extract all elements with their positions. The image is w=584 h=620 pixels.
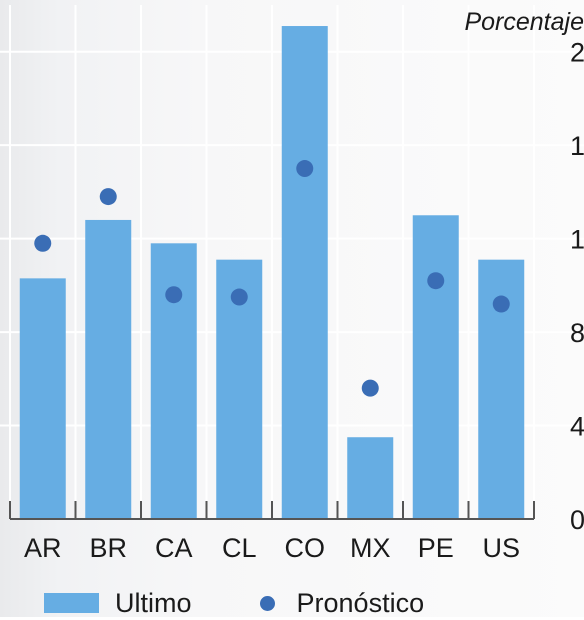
y-axis-unit-label: Porcentaje	[464, 8, 584, 36]
y-tick-label: 20	[570, 38, 584, 68]
y-tick-label: 0	[570, 505, 584, 535]
x-tick-label: CO	[285, 533, 326, 563]
x-tick-label: PE	[418, 533, 454, 563]
data-point	[230, 288, 248, 306]
y-tick-label: 16	[570, 131, 584, 161]
bar	[85, 219, 132, 520]
x-tick-label: US	[482, 533, 520, 563]
legend-label-dot: Pronóstico	[296, 587, 425, 618]
legend: Ultimo Pronóstico	[44, 586, 424, 620]
y-tick-label: 4	[570, 412, 584, 442]
data-point	[99, 188, 117, 206]
data-point	[492, 295, 510, 313]
bar	[150, 243, 197, 520]
data-point	[34, 234, 52, 252]
x-tick-label: CA	[155, 533, 193, 563]
bar	[347, 437, 394, 519]
data-point	[165, 286, 183, 304]
x-tick-label: MX	[350, 533, 391, 563]
x-tick-label: CL	[222, 533, 257, 563]
legend-label-bar: Ultimo	[115, 587, 192, 618]
legend-marker-dot	[259, 595, 275, 611]
data-point	[361, 379, 379, 397]
data-point	[427, 272, 445, 290]
x-tick-label: AR	[24, 533, 62, 563]
y-tick-label: 12	[570, 225, 584, 255]
data-point	[296, 160, 314, 178]
x-tick-label: BR	[89, 533, 127, 563]
bar	[19, 278, 66, 519]
y-tick-label: 8	[570, 318, 584, 348]
bar	[281, 26, 328, 519]
bar	[412, 215, 459, 520]
legend-swatch-bar	[44, 593, 99, 613]
